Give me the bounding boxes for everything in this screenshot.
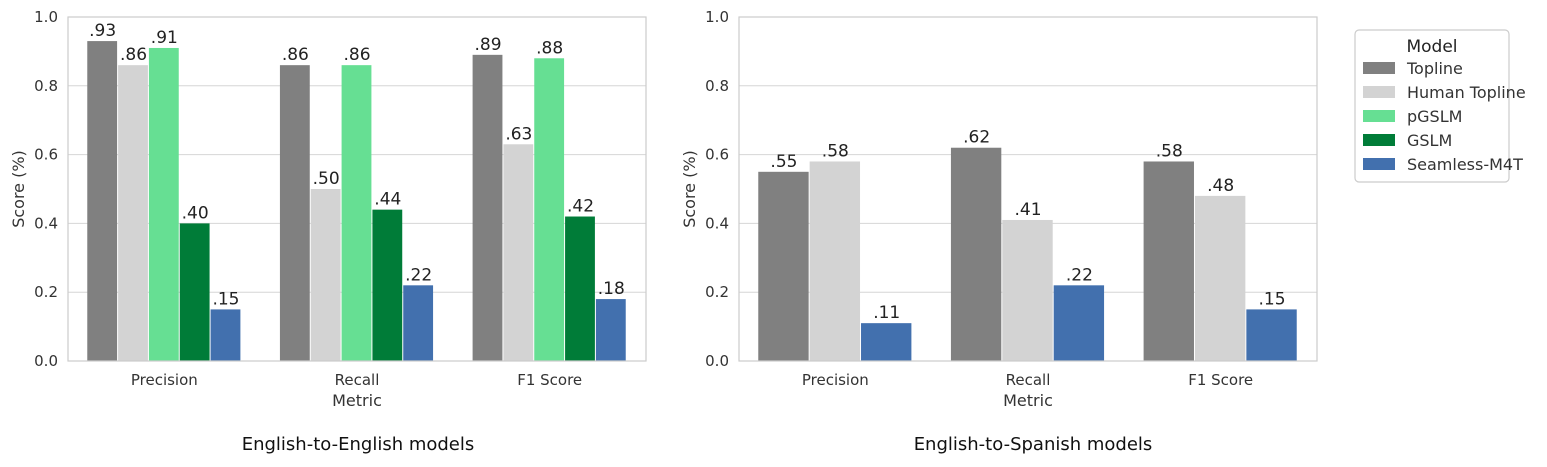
bar-pgslm (148, 47, 179, 362)
legend-title: Model (1406, 37, 1457, 57)
x-axis-label: Metric (332, 391, 382, 410)
x-tick-label: F1 Score (1188, 371, 1253, 389)
y-tick-label: 1.0 (34, 8, 58, 26)
chart-panel-2: 0.0 0.2 0.4 0.6 0.8 1.0 .55 .58 .11 Precision .62.… (680, 8, 1318, 455)
bar-topline (87, 41, 118, 362)
y-tick-label: 0.2 (34, 283, 58, 301)
data-label: .42 (567, 197, 594, 217)
x-tick-label: Precision (131, 371, 198, 389)
bar-gslm (372, 209, 403, 361)
chart-panels: 0.00.20.40.60.81.0.93.86.91.40.15Precisi… (9, 8, 1318, 455)
data-label: .15 (212, 289, 239, 309)
data-label: .22 (405, 265, 432, 285)
y-tick-label: 0.8 (34, 77, 58, 95)
y-axis-label: Score (%) (9, 150, 28, 228)
data-label: .58 (1156, 141, 1183, 161)
data-label: .88 (536, 38, 563, 58)
data-label: .86 (282, 45, 309, 65)
bar-seamless-m4t (861, 323, 912, 361)
chart-panel-1: 0.00.20.40.60.81.0.93.86.91.40.15Precisi… (9, 8, 647, 455)
legend-swatch (1363, 158, 1395, 170)
y-tick-label: 0.6 (705, 146, 729, 164)
bar-topline (1143, 161, 1194, 361)
bar-seamless-m4t (210, 309, 241, 361)
x-tick-label: Precision (802, 371, 869, 389)
data-label: .11 (873, 303, 900, 323)
panel-caption: English-to-English models (242, 434, 475, 455)
bar-pgslm (534, 58, 565, 361)
y-tick-label: 0.8 (705, 77, 729, 95)
bar-topline (472, 54, 503, 362)
data-label: .55 (770, 152, 797, 172)
bar-gslm (565, 216, 595, 361)
bar-human-topline (310, 189, 341, 361)
legend-swatch (1363, 134, 1395, 146)
bar-human-topline (1002, 219, 1053, 361)
bar-human-topline (503, 144, 534, 361)
plot-frame (67, 16, 647, 362)
data-label: .86 (120, 45, 147, 65)
x-tick-label: Recall (335, 371, 380, 389)
y-axis-label: Score (%) (680, 150, 699, 228)
panel-caption: English-to-Spanish models (914, 434, 1153, 455)
data-label: .48 (1207, 176, 1234, 196)
y-tick-label: 0.4 (34, 214, 58, 232)
data-label: .50 (313, 169, 340, 189)
bar-pgslm (341, 65, 372, 361)
x-axis-label: Metric (1003, 391, 1053, 410)
legend-label: Seamless-M4T (1407, 155, 1523, 174)
bar-topline (950, 147, 1002, 361)
bar-gslm (179, 223, 210, 361)
data-label: .63 (505, 124, 532, 144)
data-label: .40 (182, 203, 209, 223)
bar-topline (758, 171, 809, 361)
bar-seamless-m4t (595, 299, 626, 361)
legend-label: GSLM (1407, 131, 1452, 150)
legend-swatch (1363, 86, 1395, 98)
y-tick-label: 0.2 (705, 283, 729, 301)
y-tick-label: 0.0 (34, 352, 58, 370)
y-tick-label: 0.4 (705, 214, 729, 232)
y-tick-label: 1.0 (705, 8, 729, 26)
bar-seamless-m4t (403, 285, 434, 361)
plot-frame (738, 16, 1318, 362)
data-label: .86 (343, 45, 370, 65)
y-tick-label: 0.0 (705, 352, 729, 370)
data-label: .89 (474, 35, 501, 55)
data-label: .93 (89, 21, 116, 41)
bar-seamless-m4t (1053, 285, 1105, 361)
legend-swatch (1363, 62, 1395, 74)
x-tick-label: F1 Score (517, 371, 582, 389)
bar-human-topline (118, 65, 148, 361)
x-tick-label: Recall (1006, 371, 1051, 389)
legend-swatch (1363, 110, 1395, 122)
bar-topline (279, 65, 310, 361)
bar-human-topline (1194, 195, 1246, 361)
data-label: .91 (151, 28, 178, 48)
bar-seamless-m4t (1246, 309, 1297, 361)
y-tick-label: 0.6 (34, 146, 58, 164)
legend-label: Topline (1406, 59, 1463, 78)
data-label: .15 (1259, 289, 1286, 309)
data-label: .41 (1014, 200, 1041, 220)
legend-label: Human Topline (1407, 83, 1526, 102)
data-label: .18 (598, 279, 625, 299)
data-label: .44 (374, 190, 401, 210)
legend-label: pGSLM (1407, 107, 1462, 126)
legend: Model Topline Human Topline pGSLM GSLM Seamle… (1354, 29, 1526, 183)
data-label: .22 (1066, 265, 1093, 285)
data-label: .62 (963, 128, 990, 148)
data-label: .58 (822, 141, 849, 161)
bar-human-topline (809, 161, 861, 361)
